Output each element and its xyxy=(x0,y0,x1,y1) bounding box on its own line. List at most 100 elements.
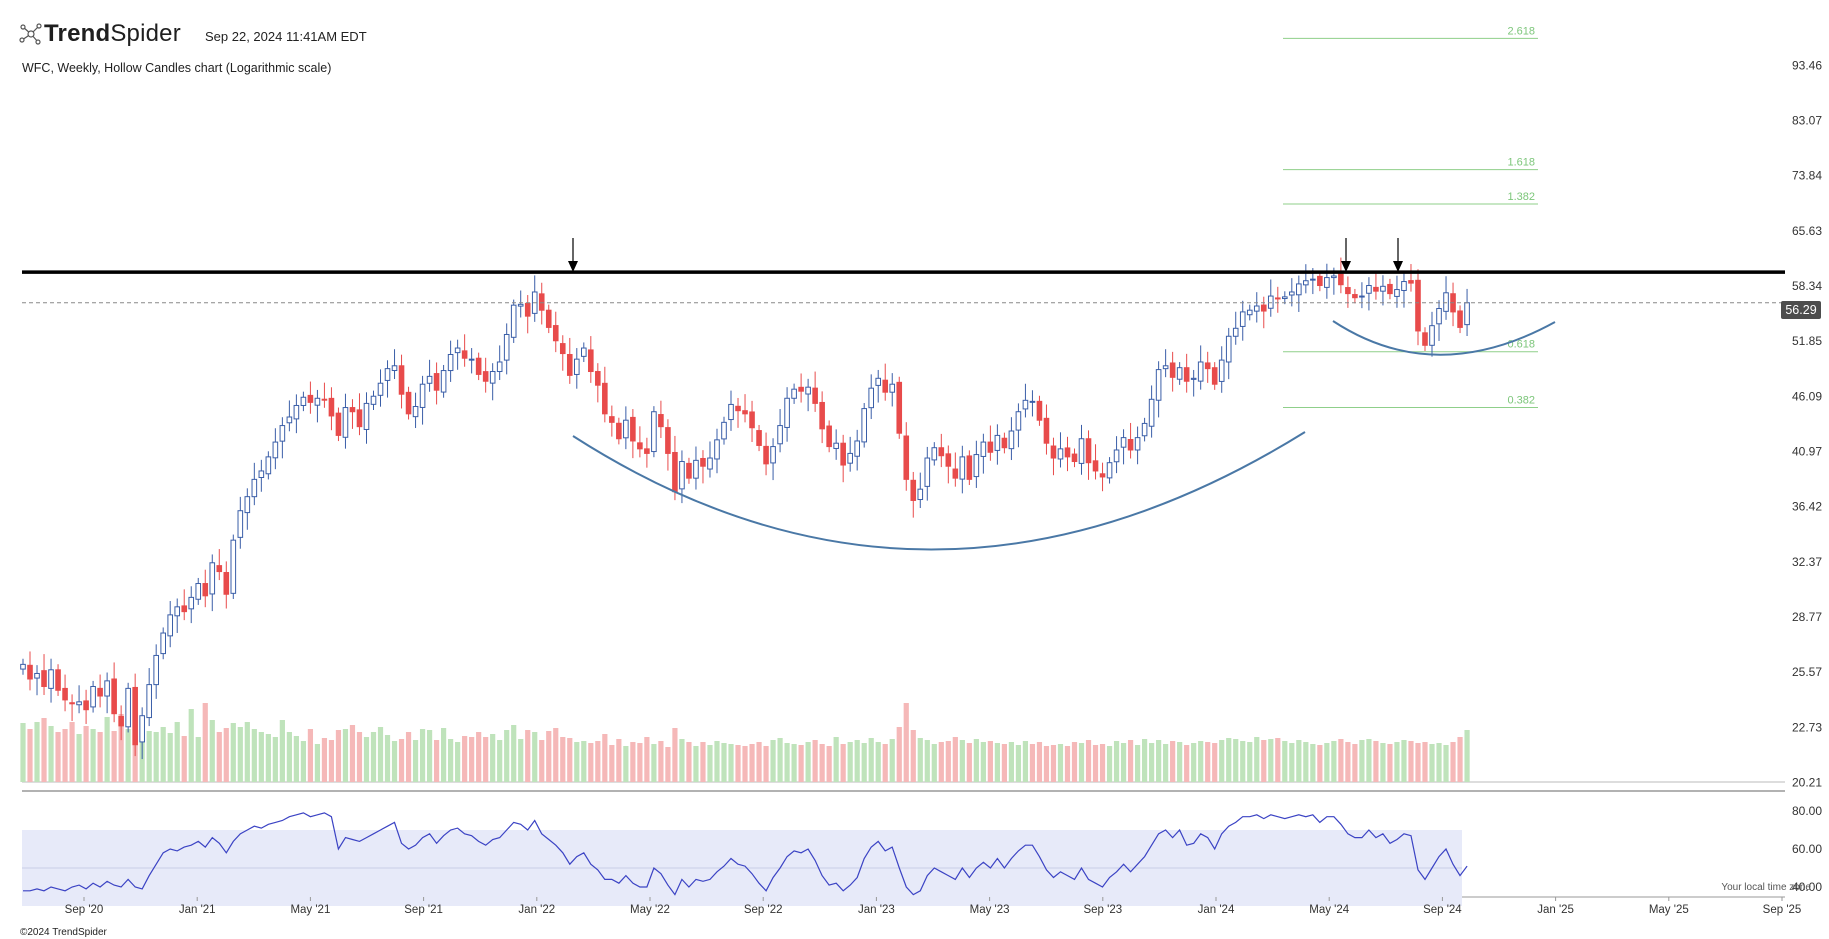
candle-body xyxy=(728,403,734,421)
volume-bar xyxy=(426,730,433,782)
candle-body xyxy=(125,687,131,728)
volume-bar xyxy=(539,740,545,782)
volume-bar xyxy=(1233,739,1239,782)
candle xyxy=(447,340,454,382)
volume-bar xyxy=(441,728,447,782)
volume-bar xyxy=(994,743,1000,782)
candle xyxy=(1373,270,1379,300)
candle xyxy=(335,407,342,442)
candle xyxy=(665,419,671,471)
volume-bar xyxy=(847,742,853,782)
price-tick-label: 93.46 xyxy=(1792,58,1822,72)
candle-body xyxy=(370,395,377,405)
candle xyxy=(433,362,440,405)
candle-body xyxy=(1345,287,1351,295)
time-tick-label: Sep '21 xyxy=(404,904,443,916)
arrow-head xyxy=(568,261,578,272)
candle-body xyxy=(1457,310,1463,328)
candle xyxy=(1071,448,1078,468)
volume-bar xyxy=(181,736,187,782)
candle-body xyxy=(104,680,110,697)
cup-curve xyxy=(572,431,1306,551)
volume-bar xyxy=(1345,742,1351,782)
candle xyxy=(510,299,517,343)
candle-body xyxy=(384,368,391,381)
candle-body xyxy=(426,375,433,384)
candle xyxy=(223,561,230,609)
candle xyxy=(882,363,889,401)
candle xyxy=(300,391,307,412)
candle-body xyxy=(286,416,293,424)
candle xyxy=(426,359,433,392)
volume-bar xyxy=(658,741,664,782)
candle-body xyxy=(812,387,818,404)
candle xyxy=(861,403,868,448)
candle xyxy=(1169,351,1176,392)
volume-bar xyxy=(1184,745,1190,782)
candle xyxy=(454,339,461,370)
candle xyxy=(1211,362,1218,390)
candle xyxy=(1464,288,1470,336)
chart-subtitle: WFC, Weekly, Hollow Candles chart (Logar… xyxy=(22,61,332,75)
candle-body xyxy=(1078,438,1085,464)
fib-label: 0.618 xyxy=(1507,339,1535,351)
candle xyxy=(566,337,573,384)
volume-bar xyxy=(104,717,110,782)
volume-bar xyxy=(384,735,391,782)
candle xyxy=(1029,390,1036,417)
candle-body xyxy=(1401,281,1407,291)
volume-bar xyxy=(805,742,811,782)
volume-bar xyxy=(504,730,510,782)
candle xyxy=(405,386,412,420)
volume-bar xyxy=(1457,737,1463,782)
candle-body xyxy=(1422,332,1428,346)
rsi-line xyxy=(23,812,1468,896)
candle-body xyxy=(1036,400,1043,421)
volume-bar xyxy=(1331,741,1337,782)
candle-body xyxy=(349,407,356,413)
candle xyxy=(265,451,272,480)
candle xyxy=(630,409,636,459)
volume-bar xyxy=(188,709,194,782)
candle-body xyxy=(1331,275,1337,279)
candle-body xyxy=(258,470,265,479)
candle xyxy=(616,417,622,445)
volume-bar xyxy=(55,732,61,782)
volume-bar xyxy=(20,723,26,782)
volume-bar xyxy=(286,732,292,782)
candle-body xyxy=(595,371,601,386)
volume-bar xyxy=(1352,744,1358,782)
candle-body xyxy=(749,411,755,429)
candle-body xyxy=(854,440,860,457)
arrow-down-icon xyxy=(568,238,578,272)
volume-bar xyxy=(714,741,720,782)
price-axis: 93.46 83.07 73.84 65.63 58.34 51.85 46.09 40.97… xyxy=(1792,58,1822,894)
candle xyxy=(48,658,54,703)
candle-body xyxy=(69,702,75,705)
candle xyxy=(966,450,973,486)
volume-bar xyxy=(34,722,40,782)
candle-body xyxy=(244,496,251,514)
volume-bar xyxy=(455,742,461,782)
candle xyxy=(1204,351,1211,383)
volume-bar xyxy=(1085,740,1092,782)
volume-bar xyxy=(1422,742,1428,782)
candle xyxy=(83,689,89,724)
brand-logo: TrendSpider xyxy=(18,20,181,48)
candle xyxy=(595,363,601,403)
candle-body xyxy=(83,700,89,711)
candle xyxy=(293,394,300,434)
candle-body xyxy=(1029,400,1036,403)
candle xyxy=(819,391,825,444)
fib-label: 1.618 xyxy=(1507,157,1535,169)
candle-body xyxy=(559,343,566,355)
candle-body xyxy=(146,684,152,719)
candle-body xyxy=(1359,295,1365,298)
volume-bar xyxy=(679,739,685,782)
candle-body xyxy=(819,401,825,430)
price-tick-label: 46.09 xyxy=(1792,389,1822,403)
candle xyxy=(195,577,202,605)
candle xyxy=(1253,292,1260,323)
candle-body xyxy=(1008,430,1015,450)
